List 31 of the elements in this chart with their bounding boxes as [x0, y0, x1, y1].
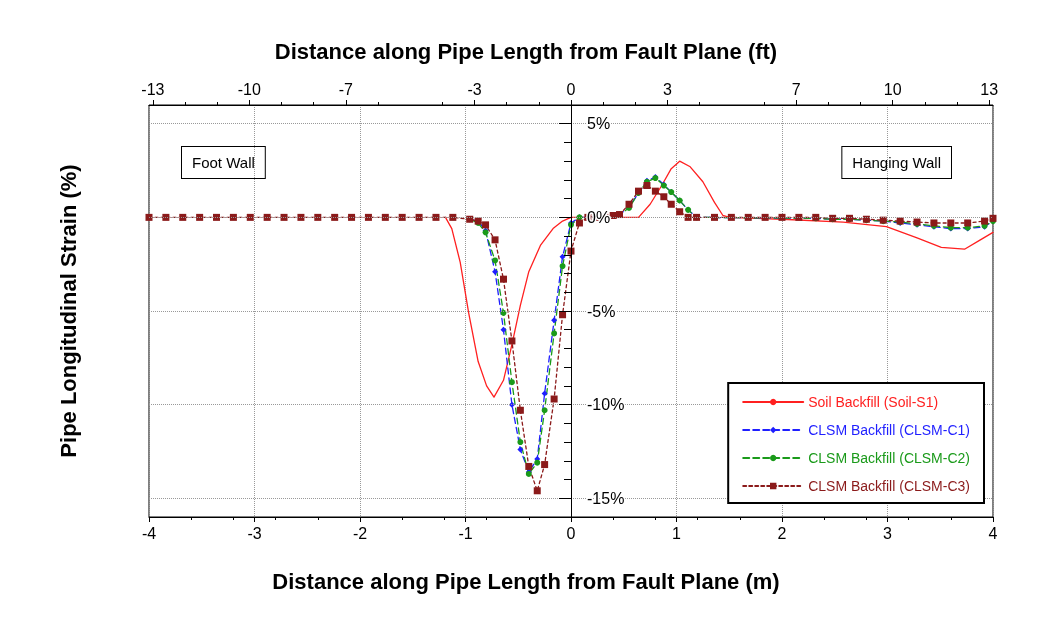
x-tick-label: 4 — [988, 524, 998, 542]
x-tick-label: 3 — [883, 524, 893, 542]
x2-tick-label: 10 — [883, 80, 902, 98]
y-tick-label: -5% — [587, 302, 616, 320]
annotation: Hanging Wall — [852, 154, 941, 171]
x2-tick-label: -3 — [467, 80, 482, 98]
x2-tick-label: -13 — [141, 80, 165, 98]
y-axis-title: Pipe Longitudinal Strain (%) — [55, 164, 81, 458]
x-tick-label: 1 — [672, 524, 682, 542]
x2-tick-label: 7 — [791, 80, 801, 98]
x-tick-label: -1 — [458, 524, 473, 542]
x-tick-label: -3 — [247, 524, 262, 542]
y-tick-label: -15% — [587, 489, 625, 507]
x2-tick-label: -7 — [338, 80, 354, 98]
legend-label: CLSM Backfill (CLSM-C3) — [808, 478, 971, 494]
x-tick-label: 2 — [777, 524, 787, 542]
legend-label: Soil Backfill (Soil-S1) — [808, 394, 939, 410]
y-tick-label: -10% — [587, 396, 625, 414]
x-tick-label: -4 — [141, 524, 157, 542]
x2-tick-label: 3 — [663, 80, 673, 98]
x2-tick-label: -10 — [237, 80, 262, 98]
annotation: Foot Wall — [192, 154, 255, 171]
x2-axis-title: Distance along Pipe Length from Fault Plane (ft) — [274, 38, 778, 64]
x2-tick-label: 13 — [980, 80, 999, 98]
x-tick-label: -2 — [352, 524, 368, 542]
x-tick-label: 0 — [566, 524, 576, 542]
legend-label: CLSM Backfill (CLSM-C1) — [808, 422, 971, 438]
legend-label: CLSM Backfill (CLSM-C2) — [808, 450, 971, 466]
y-tick-label: 5% — [587, 115, 611, 133]
x2-tick-label: 0 — [566, 80, 576, 98]
x-axis-title: Distance along Pipe Length from Fault Plane (m) — [272, 568, 780, 594]
